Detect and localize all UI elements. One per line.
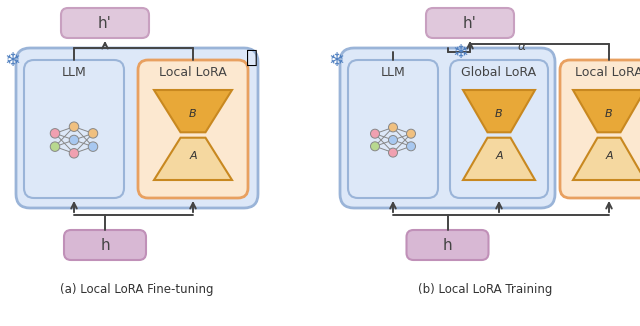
Text: Local LoRA: Local LoRA <box>159 67 227 80</box>
FancyBboxPatch shape <box>560 60 640 198</box>
Text: α: α <box>518 39 526 52</box>
FancyBboxPatch shape <box>24 60 124 198</box>
FancyBboxPatch shape <box>64 230 146 260</box>
FancyBboxPatch shape <box>138 60 248 198</box>
Text: ❄: ❄ <box>5 51 21 69</box>
Text: B: B <box>495 109 503 119</box>
Circle shape <box>88 142 98 151</box>
Text: (b) Local LoRA Training: (b) Local LoRA Training <box>418 284 552 297</box>
Text: Global LoRA: Global LoRA <box>461 67 536 80</box>
FancyBboxPatch shape <box>61 8 149 38</box>
Text: ❄: ❄ <box>452 42 468 62</box>
Text: A: A <box>605 151 613 161</box>
Text: B: B <box>605 109 613 119</box>
Polygon shape <box>573 138 640 180</box>
FancyBboxPatch shape <box>426 8 514 38</box>
Circle shape <box>388 123 397 132</box>
Circle shape <box>51 128 60 138</box>
Circle shape <box>388 148 397 157</box>
Polygon shape <box>154 138 232 180</box>
Text: (a) Local LoRA Fine-tuning: (a) Local LoRA Fine-tuning <box>60 284 214 297</box>
Circle shape <box>371 142 380 151</box>
Circle shape <box>388 136 397 144</box>
Text: A: A <box>189 151 197 161</box>
FancyBboxPatch shape <box>340 48 555 208</box>
Polygon shape <box>154 90 232 132</box>
Text: h: h <box>100 238 110 253</box>
Circle shape <box>69 149 79 158</box>
Circle shape <box>371 129 380 138</box>
Circle shape <box>69 135 79 145</box>
Circle shape <box>88 128 98 138</box>
FancyBboxPatch shape <box>450 60 548 198</box>
Text: A: A <box>495 151 503 161</box>
Text: LLM: LLM <box>381 67 405 80</box>
Text: LLM: LLM <box>61 67 86 80</box>
Text: h': h' <box>463 16 477 31</box>
Polygon shape <box>573 90 640 132</box>
Circle shape <box>69 122 79 131</box>
Text: ❄: ❄ <box>329 51 345 69</box>
FancyBboxPatch shape <box>406 230 488 260</box>
FancyBboxPatch shape <box>348 60 438 198</box>
Text: B: B <box>189 109 197 119</box>
Polygon shape <box>463 138 535 180</box>
Circle shape <box>51 142 60 151</box>
Text: 🔥: 🔥 <box>246 48 258 67</box>
Text: h': h' <box>98 16 112 31</box>
Circle shape <box>406 129 415 138</box>
FancyBboxPatch shape <box>16 48 258 208</box>
Circle shape <box>406 142 415 151</box>
Polygon shape <box>463 90 535 132</box>
Text: Local LoRA: Local LoRA <box>575 67 640 80</box>
Text: h: h <box>443 238 452 253</box>
